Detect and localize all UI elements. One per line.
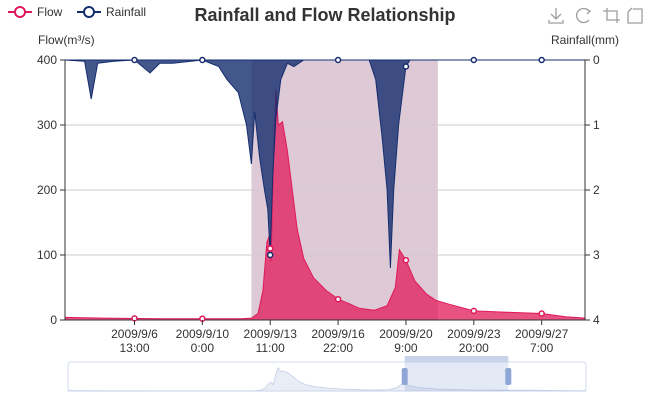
flow-marker — [538, 310, 545, 317]
y-left-tick-label: 200 — [37, 183, 57, 197]
flow-marker — [334, 295, 342, 303]
y-left-tick-label: 300 — [37, 118, 57, 132]
y-axis-left-label: Flow(m³/s) — [38, 33, 95, 47]
y-left-tick-label: 400 — [37, 53, 57, 67]
zoom-reset-icon[interactable] — [627, 7, 643, 24]
rainfall-marker — [470, 56, 478, 64]
zoom-preview — [67, 366, 587, 392]
legend-item-rainfall[interactable]: Rainfall — [77, 5, 146, 19]
flow-series — [64, 89, 586, 321]
rainfall-series — [64, 59, 585, 269]
x-tick-label: 2009/9/23 — [447, 327, 501, 341]
chart-title: Rainfall and Flow Relationship — [194, 5, 455, 25]
y-right-tick-label: 1 — [593, 118, 600, 132]
x-tick-label: 7:00 — [530, 341, 554, 355]
restore-icon[interactable] — [575, 7, 592, 24]
zoom-window[interactable] — [404, 358, 509, 391]
legend-item-flow[interactable]: Flow — [8, 5, 63, 19]
x-tick-label: 13:00 — [119, 341, 149, 355]
rainfall-marker — [538, 56, 545, 64]
y-right-tick-label: 3 — [593, 248, 600, 262]
legend-label: Flow — [37, 5, 63, 19]
x-tick-label: 2009/9/16 — [311, 327, 365, 341]
legend-symbol — [14, 6, 26, 18]
zoom-handle-start[interactable] — [401, 368, 408, 385]
x-tick-label: 0:00 — [191, 341, 215, 355]
legend[interactable]: Flow Rainfall — [8, 5, 146, 19]
flow-area — [64, 89, 586, 321]
y-left-tick-label: 0 — [50, 313, 57, 327]
tick-labels: 0 100 200 300 400 0 1 2 3 4 2009/9/613:00 2009/9/10… — [37, 53, 600, 355]
x-tick-label: 2009/9/10 — [176, 327, 230, 341]
y-right-tick-label: 2 — [593, 183, 600, 197]
x-tick-label: 20:00 — [459, 341, 489, 355]
x-tick-label: 11:00 — [256, 341, 285, 355]
data-zoom-icon[interactable] — [603, 8, 620, 23]
x-tick-label: 9:00 — [394, 341, 418, 355]
zoom-move-bar[interactable] — [404, 356, 509, 362]
rainfall-marker — [131, 56, 138, 64]
y-axis-right-label: Rainfall(mm) — [551, 33, 619, 47]
y-right-tick-label: 0 — [593, 53, 600, 67]
flow-marker — [470, 307, 478, 315]
rainfall-area — [64, 59, 585, 269]
legend-label: Rainfall — [106, 5, 146, 19]
x-tick-label: 2009/9/27 — [515, 327, 569, 341]
y-left-tick-label: 100 — [37, 248, 57, 262]
y-right-tick-label: 4 — [593, 313, 600, 327]
x-tick-label: 2009/9/20 — [379, 327, 433, 341]
save-as-image-icon[interactable] — [548, 8, 564, 24]
rainfall-marker — [266, 251, 274, 259]
rainfall-marker — [402, 63, 410, 70]
flow-marker — [402, 256, 410, 264]
zoom-handle-end[interactable] — [505, 368, 512, 385]
x-tick-label: 22:00 — [323, 341, 353, 355]
flow-marker — [266, 245, 274, 252]
rainfall-marker — [199, 56, 206, 64]
x-tick-label: 2009/9/13 — [244, 327, 298, 341]
toolbox[interactable] — [548, 7, 643, 24]
series-markers — [131, 56, 545, 322]
data-zoom-slider[interactable] — [67, 356, 587, 392]
x-tick-label: 2009/9/6 — [111, 327, 158, 341]
rainfall-marker — [334, 56, 342, 64]
legend-symbol — [83, 6, 95, 18]
